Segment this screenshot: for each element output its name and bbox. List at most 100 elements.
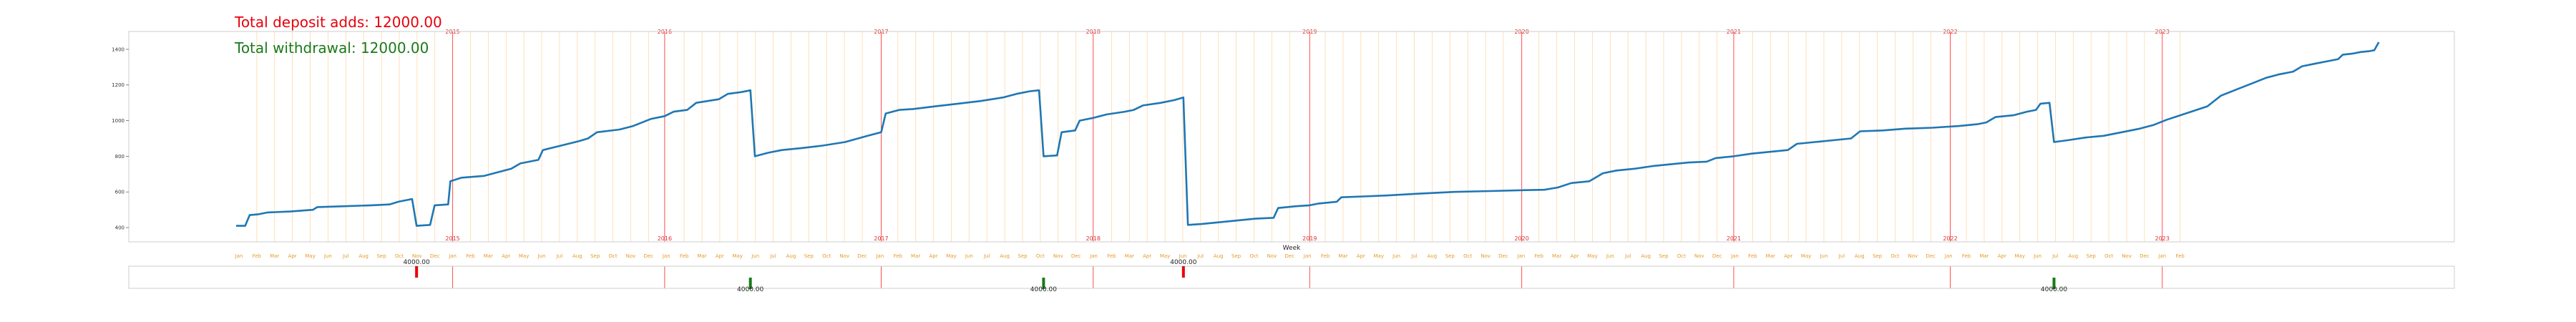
month-tick-label: Apr [1143, 253, 1151, 259]
month-tick-label: Aug [786, 253, 796, 259]
month-tick-label: Dec [1498, 253, 1508, 259]
month-tick-label: Jun [537, 253, 546, 259]
x-axis-label: Week [1283, 245, 1301, 252]
month-tick-label: Feb [894, 253, 903, 259]
month-tick-label: Nov [1053, 253, 1063, 259]
main-line-plot: Jan Feb Mar Apr May Jun Jul Aug Sep Oct Nov Dec Jan F… [112, 29, 2455, 259]
deposit-bar [1181, 266, 1185, 278]
month-tick-label: May [1801, 253, 1811, 259]
month-tick-label: Aug [2069, 253, 2079, 259]
month-tick-label: Dec [1926, 253, 1936, 259]
month-tick-label: Dec [1712, 253, 1722, 259]
month-tick-label: Dec [644, 253, 654, 259]
events-bar-plot: 4000.00 4000.00 4000.00 4000.00 4000.00 [128, 259, 2455, 293]
month-tick-label: Mar [1766, 253, 1775, 259]
month-tick-label: Nov [1267, 253, 1277, 259]
month-tick-label: Sep [376, 253, 386, 259]
month-tick-label: Jan [2157, 253, 2166, 259]
month-tick-label: Aug [1855, 253, 1865, 259]
month-tick-label: Jul [342, 253, 349, 259]
total-withdrawal-text: Total withdrawal: 12000.00 [234, 39, 429, 57]
month-tick-label: Sep [1873, 253, 1883, 259]
month-tick-label: Aug [358, 253, 369, 259]
month-tick-label: Dec [857, 253, 867, 259]
month-tick-label: Jun [1392, 253, 1400, 259]
deposit-bar [415, 266, 419, 278]
year-label-bottom: 2016 [658, 235, 672, 242]
y-tick-label: 400 [115, 225, 125, 231]
month-tick-label: May [2014, 253, 2024, 259]
withdrawal-bar [748, 278, 752, 289]
month-tick-label: Oct [395, 253, 404, 259]
series-line-0 [236, 42, 2380, 227]
month-tick-label: Mar [911, 253, 920, 259]
month-tick-label: Mar [1552, 253, 1561, 259]
year-label-bottom: 2017 [874, 235, 888, 242]
month-tick-label: Apr [502, 253, 510, 259]
withdrawal-value-label: 4000.00 [737, 286, 763, 293]
y-tick-label: 1400 [112, 47, 125, 52]
month-tick-label: Jul [2051, 253, 2059, 259]
month-tick-label: Jan [1089, 253, 1098, 259]
month-tick-label: Feb [1107, 253, 1116, 259]
month-tick-label: May [1587, 253, 1597, 259]
month-tick-label: May [946, 253, 956, 259]
withdrawal-value-label: 4000.00 [2041, 286, 2067, 293]
month-tick-label: Jan [875, 253, 884, 259]
month-tick-label: Nov [1480, 253, 1491, 259]
total-deposit-adds-text: Total deposit adds: 12000.00 [234, 14, 442, 31]
withdrawal-bar [2052, 278, 2056, 289]
month-tick-label: Aug [1428, 253, 1438, 259]
month-tick-label: Jan [662, 253, 670, 259]
month-tick-label: Feb [466, 253, 475, 259]
y-tick-label: 1200 [112, 82, 125, 88]
month-tick-label: Nov [626, 253, 636, 259]
month-tick-label: Jun [323, 253, 332, 259]
month-tick-label: Jun [1606, 253, 1614, 259]
year-label-bottom: 2023 [2155, 235, 2170, 242]
deposit-value-label: 4000.00 [1170, 259, 1196, 266]
month-tick-label: Oct [1463, 253, 1472, 259]
month-tick-label: Feb [1321, 253, 1330, 259]
y-tick-label: 800 [115, 154, 125, 160]
month-tick-label: Sep [1659, 253, 1669, 259]
month-tick-label: Feb [2175, 253, 2185, 259]
month-tick-label: Nov [2122, 253, 2132, 259]
main-plot-frame [128, 31, 2455, 243]
year-label-bottom: 2021 [1727, 235, 1741, 242]
month-tick-label: Aug [1000, 253, 1010, 259]
month-tick-label: Jan [448, 253, 457, 259]
month-tick-label: Apr [716, 253, 724, 259]
year-label-bottom: 2022 [1943, 235, 1957, 242]
month-tick-label: Aug [572, 253, 582, 259]
month-tick-label: May [519, 253, 529, 259]
month-tick-label: Dec [1285, 253, 1295, 259]
month-tick-label: Mar [270, 253, 279, 259]
month-tick-label: Jan [1516, 253, 1525, 259]
month-tick-label: Jan [1303, 253, 1312, 259]
month-tick-label: Apr [929, 253, 937, 259]
month-tick-label: Dec [1071, 253, 1081, 259]
month-tick-label: Aug [1641, 253, 1651, 259]
month-tick-label: Oct [1249, 253, 1258, 259]
year-label-bottom: 2019 [1302, 235, 1317, 242]
month-tick-label: Mar [1979, 253, 1989, 259]
month-tick-label: Feb [1962, 253, 1971, 259]
month-tick-label: Jun [965, 253, 973, 259]
month-tick-label: Feb [680, 253, 689, 259]
month-tick-label: Apr [1357, 253, 1365, 259]
month-tick-label: Jan [1944, 253, 1953, 259]
month-tick-label: Jul [769, 253, 776, 259]
month-tick-label: Jul [1838, 253, 1845, 259]
month-tick-label: May [733, 253, 743, 259]
month-tick-label: Apr [1998, 253, 2006, 259]
month-tick-label: Feb [253, 253, 262, 259]
year-label-bottom: 2015 [445, 235, 459, 242]
month-tick-label: Mar [1125, 253, 1134, 259]
year-label-bottom: 2018 [1086, 235, 1101, 242]
month-tick-label: Apr [288, 253, 297, 259]
month-tick-label: Jul [1624, 253, 1631, 259]
month-tick-label: Mar [484, 253, 493, 259]
month-tick-label: Dec [2140, 253, 2150, 259]
